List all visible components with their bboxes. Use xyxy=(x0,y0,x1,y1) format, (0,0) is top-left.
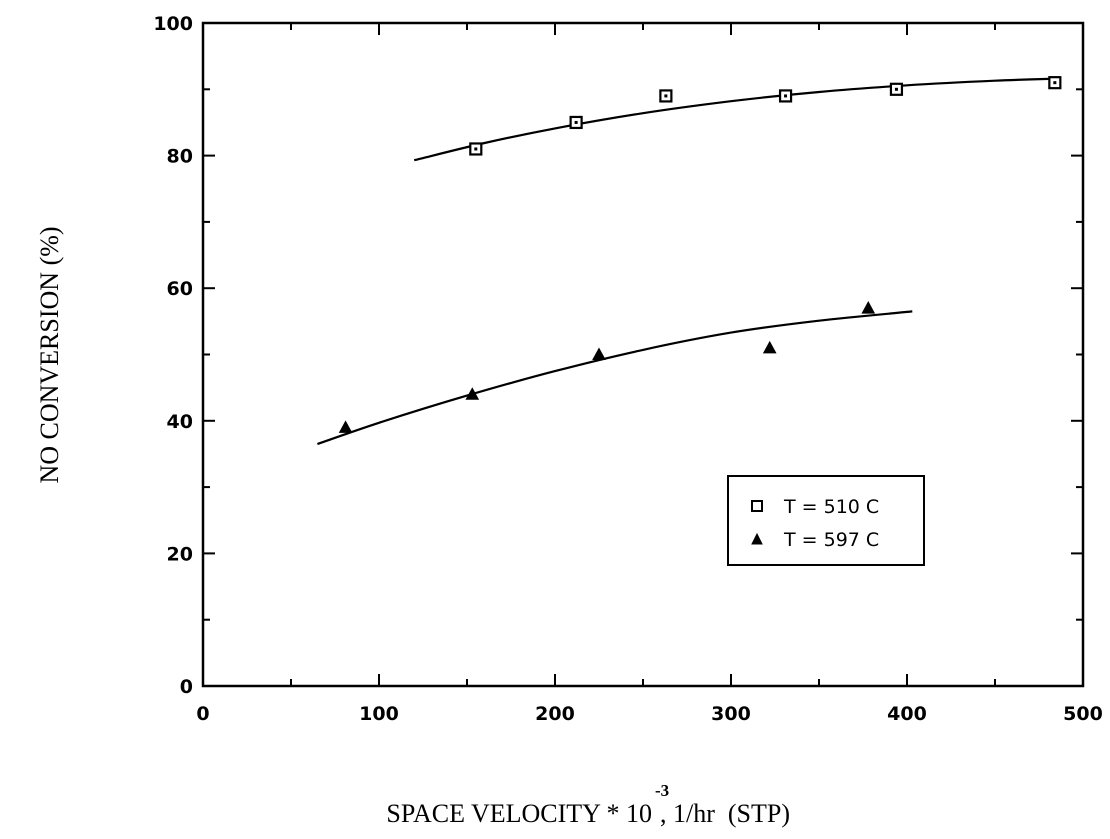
data-point-square-dot xyxy=(664,94,668,98)
y-tick-label: 0 xyxy=(180,676,193,698)
x-tick-label: 200 xyxy=(535,703,575,725)
legend-square-marker xyxy=(751,500,763,512)
fit-curve-series-2 xyxy=(317,310,913,446)
legend-triangle-marker xyxy=(751,532,763,545)
x-tick-label: 100 xyxy=(359,703,399,725)
data-point-square-dot xyxy=(894,87,898,91)
data-points xyxy=(338,76,1062,433)
data-point-triangle xyxy=(465,387,480,400)
y-axis-title: NO CONVERSION (%) xyxy=(35,226,64,483)
fit-curves xyxy=(317,77,1057,446)
y-tick-label: 20 xyxy=(167,543,193,565)
data-point-triangle xyxy=(592,347,606,360)
data-point-square-dot xyxy=(784,94,788,98)
legend: T = 510 C T = 597 C xyxy=(727,475,925,566)
x-axis-exponent: -3 xyxy=(655,781,669,800)
axis-ticks: 0 100 200 300 400 500 0 20 40 60 80 100 xyxy=(153,13,1103,725)
legend-label-597: T = 597 C xyxy=(783,529,879,551)
data-point-triangle xyxy=(338,420,353,433)
legend-box xyxy=(727,475,925,566)
data-point-square-dot xyxy=(1053,81,1057,85)
y-tick-label: 40 xyxy=(167,411,193,433)
y-tick-label: 80 xyxy=(167,146,193,168)
x-axis-title-suffix: , 1/hr (STP) xyxy=(660,799,790,828)
data-point-triangle xyxy=(861,301,876,314)
plot-frame xyxy=(201,21,1085,688)
x-tick-label: 500 xyxy=(1063,703,1103,725)
legend-label-510: T = 510 C xyxy=(783,496,879,518)
x-axis-title: SPACE VELOCITY * 10 xyxy=(386,799,652,828)
data-point-triangle xyxy=(762,340,777,354)
data-point-square-dot xyxy=(574,120,578,124)
data-point-square-dot xyxy=(474,147,478,151)
y-tick-label: 60 xyxy=(167,278,193,300)
x-tick-label: 400 xyxy=(887,703,927,725)
fit-curve-series-1 xyxy=(413,77,1057,162)
y-tick-label: 100 xyxy=(153,13,193,35)
x-tick-label: 300 xyxy=(711,703,751,725)
x-tick-label: 0 xyxy=(196,703,209,725)
